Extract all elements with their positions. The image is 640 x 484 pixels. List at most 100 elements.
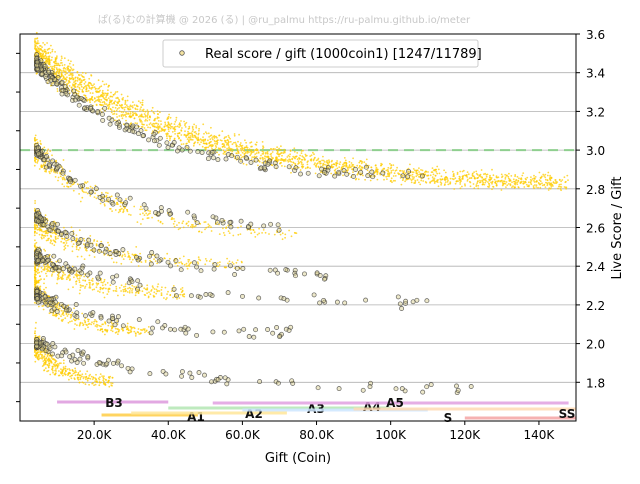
sim-point: [149, 210, 152, 213]
sim-point: [287, 160, 290, 163]
real-point: [194, 220, 200, 226]
sim-point: [476, 177, 478, 180]
sim-point: [313, 163, 316, 166]
sim-point: [233, 133, 236, 135]
sim-point: [374, 164, 377, 167]
real-point: [251, 334, 257, 340]
sim-point: [78, 324, 81, 327]
sim-point: [177, 228, 180, 231]
sim-point: [534, 178, 536, 180]
sim-point: [420, 169, 422, 171]
real-point: [351, 173, 356, 179]
sim-point: [74, 82, 77, 85]
sim-point: [118, 107, 120, 109]
sim-point: [48, 362, 50, 365]
sim-point: [124, 285, 127, 288]
sim-point: [76, 377, 79, 380]
sim-point: [103, 380, 105, 383]
sim-point: [375, 166, 378, 169]
sim-point: [558, 183, 561, 186]
sim-point: [90, 74, 93, 77]
real-point: [83, 313, 88, 319]
sim-point: [439, 178, 442, 181]
sim-point: [191, 226, 194, 229]
sim-point: [441, 178, 444, 181]
real-point: [130, 128, 136, 134]
sim-point: [50, 67, 53, 69]
sim-point: [188, 136, 191, 139]
real-point: [64, 233, 70, 239]
real-point: [34, 59, 40, 65]
sim-point: [208, 136, 211, 138]
sim-point: [125, 111, 127, 114]
sim-point: [418, 175, 420, 178]
sim-point: [180, 120, 182, 122]
sim-point: [209, 138, 212, 141]
real-point: [253, 327, 259, 333]
sim-point: [232, 263, 235, 265]
sim-point: [43, 248, 45, 251]
sim-point: [491, 182, 493, 185]
sim-point: [488, 186, 490, 189]
sim-point: [112, 113, 114, 115]
watermark: ぱ(る)むの計算機 @ 2026 (る) | @ru_palmu https:/…: [98, 13, 471, 26]
sim-point: [278, 155, 280, 158]
sim-point: [71, 311, 74, 314]
real-point: [265, 327, 271, 332]
real-point: [172, 327, 178, 333]
sim-point: [91, 86, 94, 89]
sim-point: [139, 256, 142, 259]
sim-point: [217, 262, 219, 264]
sim-point: [122, 208, 125, 211]
real-point: [73, 302, 79, 307]
real-point: [261, 223, 267, 229]
sim-point: [60, 373, 63, 375]
real-point: [106, 196, 112, 202]
sim-point: [177, 135, 180, 138]
sim-point: [289, 150, 292, 153]
sim-point: [50, 65, 52, 68]
sim-point: [157, 128, 160, 131]
sim-point: [200, 141, 203, 144]
sim-point: [348, 165, 351, 168]
sim-point: [72, 372, 75, 375]
sim-point: [202, 136, 204, 139]
sim-point: [412, 178, 415, 180]
sim-point: [522, 182, 525, 185]
sim-point: [51, 56, 53, 59]
sim-point: [227, 262, 229, 265]
sim-point: [60, 75, 63, 77]
sim-point: [74, 374, 77, 377]
sim-point: [110, 382, 112, 384]
sim-point: [223, 151, 226, 154]
sim-point: [34, 39, 36, 42]
sim-point: [210, 258, 213, 261]
sim-point: [446, 178, 449, 180]
sim-point: [166, 133, 168, 136]
sim-point: [80, 85, 83, 88]
sim-point: [500, 173, 503, 176]
sim-point: [352, 164, 355, 166]
sim-point: [95, 90, 97, 93]
sim-point: [166, 297, 168, 299]
sim-point: [54, 361, 56, 364]
sim-point: [207, 223, 210, 226]
sim-point: [291, 164, 293, 166]
sim-point: [198, 127, 201, 130]
sim-point: [34, 37, 37, 40]
sim-point: [97, 88, 99, 90]
sim-point: [96, 324, 99, 326]
sim-point: [138, 333, 141, 335]
sim-point: [48, 55, 51, 58]
sim-point: [33, 234, 36, 237]
sim-point: [127, 287, 129, 290]
sim-point: [170, 218, 173, 221]
sim-point: [65, 79, 68, 82]
real-point: [153, 210, 159, 216]
sim-point: [47, 237, 50, 240]
sim-point: [205, 226, 208, 229]
sim-point: [336, 162, 339, 165]
sim-point: [47, 58, 50, 60]
sim-point: [121, 254, 124, 257]
real-point: [130, 123, 136, 129]
